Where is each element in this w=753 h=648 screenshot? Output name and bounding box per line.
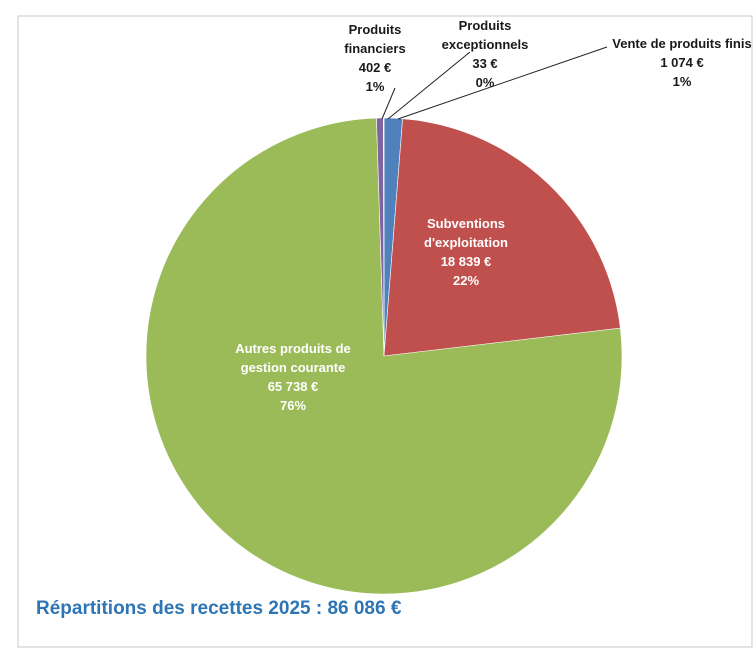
- slice: [145, 117, 623, 595]
- slices: [145, 117, 623, 595]
- percent-label: 1%: [672, 74, 692, 89]
- category: Subventions d'exploitation: [424, 216, 508, 250]
- slice: [383, 118, 621, 357]
- value-label: 1 074 €: [660, 55, 704, 70]
- percent-label: 76%: [279, 398, 307, 413]
- slice: [383, 117, 385, 357]
- percent-label: 0%: [475, 75, 495, 90]
- category: Vente de produits finis: [612, 36, 752, 51]
- slice-label: Vente de produits finis 1 074 € 1%: [607, 34, 753, 91]
- slice-label: Produits exceptionnels 33 € 0%: [430, 16, 540, 92]
- percent-label: 22%: [452, 273, 480, 288]
- frame: [17, 15, 753, 648]
- category: Produits financiers: [344, 22, 406, 56]
- value-label: 402 €: [358, 60, 392, 75]
- leader-line: [387, 51, 471, 120]
- slice-label: Subventions d'exploitation 18 839 € 22%: [401, 214, 531, 290]
- percent-label: 1%: [365, 79, 385, 94]
- value-label: 18 839 €: [440, 254, 492, 269]
- leader-line: [397, 46, 608, 120]
- chart-title: Répartitions des recettes 2025 : 86 086 …: [36, 598, 402, 619]
- value-label: 33 €: [472, 56, 498, 71]
- leader-line: [381, 87, 396, 120]
- value-label: 65 738 €: [267, 379, 319, 394]
- slice-label: Autres produits de gestion courante 65 7…: [228, 339, 358, 415]
- category: Produits exceptionnels: [441, 18, 529, 52]
- slice-label: Produits financiers 402 € 1%: [335, 20, 415, 96]
- category: Autres produits de gestion courante: [235, 341, 351, 375]
